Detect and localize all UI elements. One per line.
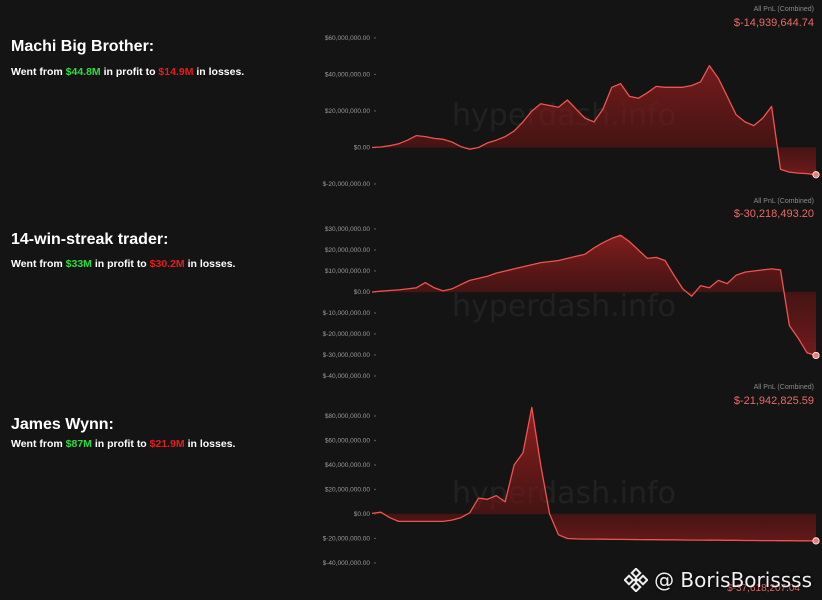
y-tick-mark xyxy=(374,37,376,39)
y-tick-mark xyxy=(374,439,376,442)
y-tick-label: $30,000,000.00 xyxy=(325,226,371,233)
y-tick-mark xyxy=(374,183,376,185)
trader-description: Went from $44.8M in profit to $14.9M in … xyxy=(11,66,244,78)
y-tick-mark xyxy=(374,537,376,540)
trader-name: Machi Big Brother: xyxy=(11,38,155,55)
y-tick-label: $-40,000,000.00 xyxy=(323,560,371,567)
profit-amount: $87M xyxy=(65,438,92,450)
y-tick-label: $-20,000,000.00 xyxy=(323,181,371,188)
watermark: hyperdash.info xyxy=(452,289,676,324)
binance-logo-icon xyxy=(624,568,649,592)
y-tick-label: $-30,000,000.00 xyxy=(323,352,371,359)
trader-name: 14-win-streak trader: xyxy=(11,231,169,248)
credit-handle: @ BorisBorissss xyxy=(654,568,812,592)
trader-description: Went from $33M in profit to $30.2M in lo… xyxy=(11,258,235,270)
y-tick-mark xyxy=(374,375,376,377)
y-tick-label: $0.00 xyxy=(354,511,371,518)
y-tick-label: $20,000,000.00 xyxy=(325,487,371,494)
y-tick-label: $-10,000,000.00 xyxy=(323,310,371,317)
y-tick-mark xyxy=(374,333,376,335)
chart-1: $30,000,000.00 $20,000,000.00 $10,000,000.… xyxy=(323,226,820,380)
y-tick-mark xyxy=(374,249,376,251)
y-tick-mark xyxy=(374,562,376,564)
y-tick-mark xyxy=(374,312,376,314)
desc-prefix: Went from xyxy=(11,438,66,450)
y-tick-label: $40,000,000.00 xyxy=(325,72,371,79)
y-tick-mark xyxy=(374,488,376,491)
end-point-marker xyxy=(812,351,820,360)
y-tick-label: $20,000,000.00 xyxy=(325,247,371,254)
trader-description: Went from $87M in profit to $21.9M in lo… xyxy=(11,438,235,450)
panel-james-wynn: James Wynn: Went from $87M in profit to … xyxy=(0,380,822,600)
loss-amount: $14.9M xyxy=(158,66,194,78)
pnl-line xyxy=(371,406,817,542)
pnl-label: All PnL (Combined) xyxy=(753,198,814,205)
y-tick-label: $-20,000,000.00 xyxy=(323,536,371,543)
footer-pnl-value: $-37,618,207.04 xyxy=(727,583,800,594)
pnl-label: All PnL (Combined) xyxy=(753,6,814,13)
y-tick-mark xyxy=(374,228,376,230)
profit-amount: $44.8M xyxy=(65,66,101,78)
desc-prefix: Went from xyxy=(11,258,66,270)
y-tick-mark xyxy=(374,354,376,356)
profit-amount: $33M xyxy=(65,258,92,270)
desc-suffix: in losses. xyxy=(184,438,236,450)
y-tick-mark xyxy=(374,110,376,112)
y-tick-label: $20,000,000.00 xyxy=(325,108,371,115)
y-tick-label: $10,000,000.00 xyxy=(325,268,371,275)
panel-14-win-streak-trader: 14-win-streak trader: Went from $33M in … xyxy=(0,195,822,390)
area-profit xyxy=(372,235,816,292)
y-tick-label: $0.00 xyxy=(354,145,371,152)
credit: @ BorisBorissss xyxy=(624,568,812,592)
y-tick-label: $-20,000,000.00 xyxy=(323,331,371,338)
desc-prefix: Went from xyxy=(11,66,66,78)
desc-suffix: in losses. xyxy=(193,66,245,78)
y-tick-label: $0.00 xyxy=(354,289,371,296)
loss-amount: $21.9M xyxy=(149,438,185,450)
pnl-value: $-14,939,644.74 xyxy=(733,17,814,29)
end-point-marker xyxy=(812,171,820,179)
pnl-value: $-30,218,493.20 xyxy=(733,208,814,220)
area-loss xyxy=(372,514,816,541)
y-tick-mark xyxy=(374,464,376,466)
chart-0: $60,000,000.00 $40,000,000.00 $20,000,000.… xyxy=(323,35,820,188)
y-tick-label: $60,000,000.00 xyxy=(325,35,371,42)
pnl-value: $-21,942,825.59 xyxy=(733,395,814,407)
chart-2: $80,000,000.00 $60,000,000.00 $40,000,000.… xyxy=(323,406,820,567)
y-tick-label: $80,000,000.00 xyxy=(325,413,371,420)
desc-mid: in profit to xyxy=(91,258,150,270)
pnl-line xyxy=(371,65,817,176)
desc-mid: in profit to xyxy=(91,438,150,450)
desc-mid: in profit to xyxy=(100,66,159,78)
y-tick-label: $40,000,000.00 xyxy=(325,462,371,469)
area-loss xyxy=(372,147,816,175)
y-tick-mark xyxy=(374,270,376,272)
y-tick-label: $60,000,000.00 xyxy=(325,438,371,445)
area-profit xyxy=(372,65,816,148)
y-tick-mark xyxy=(374,73,376,76)
desc-suffix: in losses. xyxy=(184,258,236,270)
pnl-line xyxy=(371,234,817,357)
y-tick-mark xyxy=(374,415,376,417)
loss-amount: $30.2M xyxy=(149,258,185,270)
end-point-marker xyxy=(812,537,820,545)
trader-name: James Wynn: xyxy=(11,416,114,433)
y-tick-label: $-40,000,000.00 xyxy=(323,373,371,380)
pnl-label: All PnL (Combined) xyxy=(753,384,814,391)
